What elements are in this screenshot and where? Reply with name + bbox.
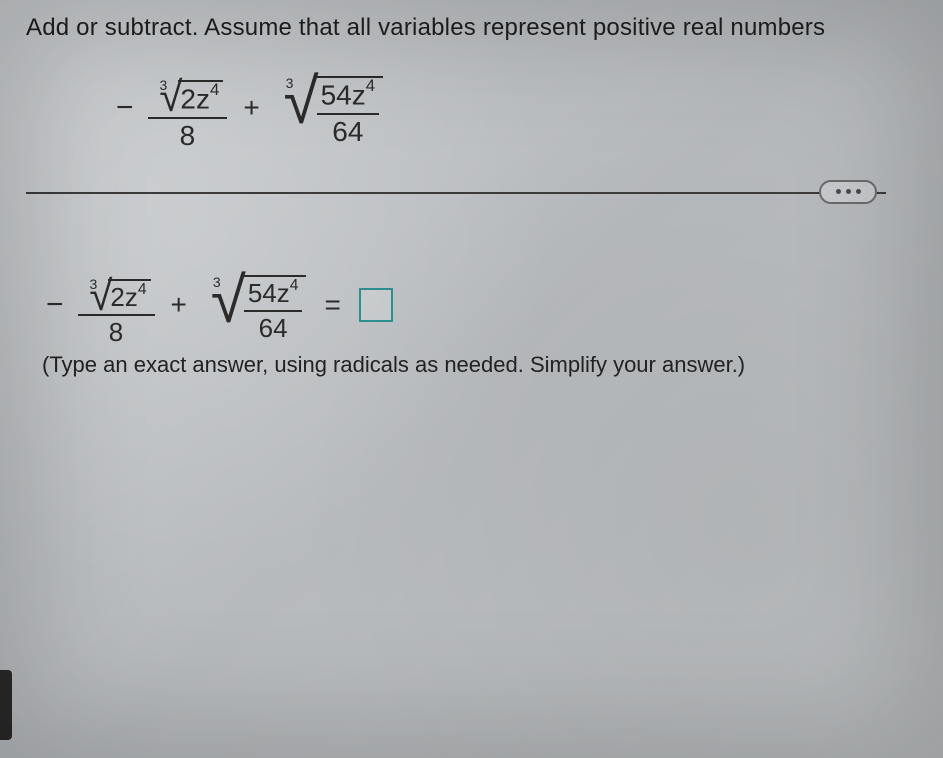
answer-term1-radical: 3 √ 2z4 [82, 275, 151, 312]
answer-term2-radical: 3 √ 54z4 64 [203, 268, 307, 342]
term2-radical-index: 3 [286, 75, 294, 91]
term1-radical-index: 3 [160, 78, 168, 93]
separator-rule [26, 192, 886, 194]
answer-input[interactable] [359, 288, 393, 322]
answer-term1-den: 8 [105, 318, 127, 347]
term2-num-base: 54z [321, 79, 366, 110]
page-edge-tab [0, 670, 12, 740]
answer-expression: − 3 √ 2z4 8 + 3 √ 54z4 [46, 264, 917, 346]
answer-term2-num-exp: 4 [290, 277, 299, 294]
term1-radicand: 2z4 [178, 80, 223, 115]
answer-plus: + [171, 289, 187, 321]
answer-leading-minus: − [46, 288, 64, 322]
hint-text: (Type an exact answer, using radicals as… [42, 352, 917, 378]
term2-radical: 3 √ 54z4 64 [276, 69, 383, 148]
answer-term2-num-base: 54z [248, 278, 290, 308]
instruction-text: Add or subtract. Assume that all variabl… [26, 14, 917, 42]
term2-inner-fraction: 54z4 64 [317, 80, 380, 148]
term1-denominator: 8 [176, 121, 200, 152]
answer-term2-radicand: 54z4 64 [242, 275, 307, 342]
term2-num-exp: 4 [366, 76, 375, 95]
term2-fraction-bar [317, 113, 380, 115]
answer-term2-num: 54z4 [244, 279, 303, 308]
answer-term1-base: 2z [110, 282, 137, 312]
more-options-button[interactable] [819, 180, 877, 204]
term1-radicand-base: 2z [180, 83, 210, 114]
term1-radical: 3 √ 2z4 [152, 76, 224, 115]
term2-denominator: 64 [328, 117, 367, 148]
term2-radicand: 54z4 64 [315, 76, 384, 148]
answer-term1-radicand: 2z4 [108, 279, 150, 312]
plus-operator: + [243, 92, 259, 124]
answer-term2-den: 64 [255, 314, 292, 343]
equals-sign: = [324, 289, 340, 321]
answer-term2-index: 3 [213, 274, 221, 290]
answer-term2-fraction: 54z4 64 [244, 279, 303, 342]
dot-icon [856, 189, 861, 194]
answer-term1-index: 3 [90, 277, 98, 292]
answer-term2-bar [244, 310, 303, 312]
leading-minus: − [116, 91, 134, 125]
term2-numerator: 54z4 [317, 80, 380, 111]
term1-numerator: 3 √ 2z4 [148, 64, 228, 115]
problem-expression: − 3 √ 2z4 8 + 3 √ 54z4 [116, 64, 917, 152]
term1-fraction: 3 √ 2z4 8 [148, 64, 228, 152]
dot-icon [846, 189, 851, 194]
answer-term1-numerator: 3 √ 2z4 [78, 264, 155, 312]
term1-radicand-exp: 4 [210, 80, 219, 99]
answer-term1-fraction: 3 √ 2z4 8 [78, 264, 155, 346]
dot-icon [836, 189, 841, 194]
answer-term1-exp: 4 [138, 281, 147, 298]
